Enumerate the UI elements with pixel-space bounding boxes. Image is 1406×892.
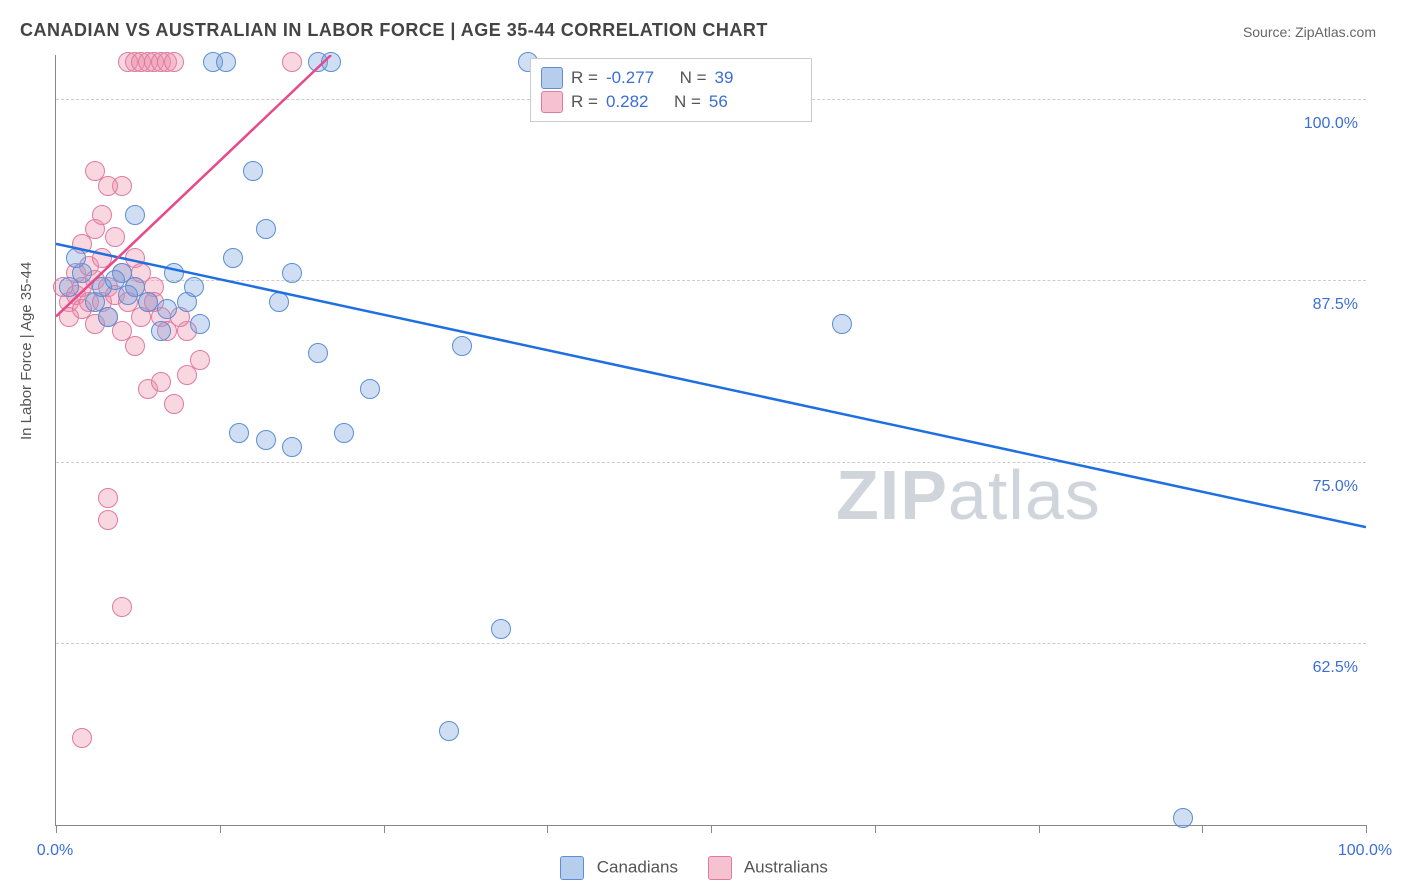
gridline — [56, 462, 1366, 463]
x-tick-label: 0.0% — [37, 842, 73, 860]
r-label: R = — [571, 68, 598, 88]
point-canadian — [98, 307, 118, 327]
watermark: ZIPatlas — [836, 455, 1101, 535]
legend-label-australians: Australians — [744, 857, 828, 876]
point-canadian — [125, 205, 145, 225]
point-canadian — [190, 314, 210, 334]
y-tick-label: 75.0% — [1313, 478, 1358, 496]
swatch-australians-icon — [541, 91, 563, 113]
legend-row-canadians: R = -0.277 N = 39 — [541, 67, 801, 89]
y-axis-label: In Labor Force | Age 35-44 — [18, 262, 35, 440]
y-tick-label: 87.5% — [1313, 296, 1358, 314]
point-canadian — [229, 423, 249, 443]
n-label: N = — [680, 68, 707, 88]
point-canadian — [164, 263, 184, 283]
point-canadian — [256, 219, 276, 239]
point-australian — [164, 52, 184, 72]
y-tick-label: 62.5% — [1313, 659, 1358, 677]
point-canadian — [282, 263, 302, 283]
point-australian — [282, 52, 302, 72]
gridline — [56, 280, 1366, 281]
legend-row-australians: R = 0.282 N = 56 — [541, 91, 801, 113]
x-tick-label: 100.0% — [1338, 842, 1392, 860]
x-tick — [1366, 825, 1367, 833]
legend-label-canadians: Canadians — [597, 857, 678, 876]
point-canadian — [157, 299, 177, 319]
point-canadian — [138, 292, 158, 312]
r-value-australians: 0.282 — [606, 92, 649, 112]
point-australian — [164, 394, 184, 414]
chart-container: CANADIAN VS AUSTRALIAN IN LABOR FORCE | … — [0, 0, 1406, 892]
point-canadian — [452, 336, 472, 356]
source-label: Source: ZipAtlas.com — [1243, 24, 1376, 40]
point-australian — [92, 248, 112, 268]
point-australian — [92, 205, 112, 225]
point-canadian — [282, 437, 302, 457]
x-tick — [1202, 825, 1203, 833]
point-canadian — [1173, 808, 1193, 828]
swatch-canadians-icon — [541, 67, 563, 89]
point-canadian — [66, 248, 86, 268]
legend-item-canadians: Canadians — [560, 856, 678, 880]
x-tick — [875, 825, 876, 833]
point-canadian — [223, 248, 243, 268]
x-tick — [711, 825, 712, 833]
point-canadian — [269, 292, 289, 312]
point-canadian — [832, 314, 852, 334]
x-tick — [220, 825, 221, 833]
point-canadian — [256, 430, 276, 450]
point-australian — [190, 350, 210, 370]
watermark-bold: ZIP — [836, 456, 948, 534]
point-australian — [98, 176, 118, 196]
y-tick-label: 100.0% — [1304, 115, 1358, 133]
r-label: R = — [571, 92, 598, 112]
series-legend: Canadians Australians — [560, 856, 828, 880]
point-australian — [112, 597, 132, 617]
n-label: N = — [674, 92, 701, 112]
point-canadian — [216, 52, 236, 72]
plot-area: ZIPatlas 62.5% 75.0% 87.5% 100.0% — [55, 55, 1366, 826]
n-value-australians: 56 — [709, 92, 728, 112]
point-canadian — [334, 423, 354, 443]
chart-title: CANADIAN VS AUSTRALIAN IN LABOR FORCE | … — [20, 20, 768, 41]
r-value-canadians: -0.277 — [606, 68, 654, 88]
x-tick — [384, 825, 385, 833]
point-canadian — [321, 52, 341, 72]
correlation-legend: R = -0.277 N = 39 R = 0.282 N = 56 — [530, 58, 812, 122]
gridline — [56, 643, 1366, 644]
point-canadian — [118, 285, 138, 305]
point-australian — [125, 336, 145, 356]
x-tick — [1039, 825, 1040, 833]
point-canadian — [439, 721, 459, 741]
point-australian — [151, 372, 171, 392]
legend-item-australians: Australians — [708, 856, 828, 880]
watermark-light: atlas — [948, 456, 1101, 534]
x-tick — [547, 825, 548, 833]
swatch-australians-icon — [708, 856, 732, 880]
n-value-canadians: 39 — [715, 68, 734, 88]
point-australian — [72, 728, 92, 748]
point-canadian — [243, 161, 263, 181]
swatch-canadians-icon — [560, 856, 584, 880]
point-canadian — [308, 343, 328, 363]
point-canadian — [491, 619, 511, 639]
point-canadian — [360, 379, 380, 399]
point-canadian — [151, 321, 171, 341]
point-australian — [105, 227, 125, 247]
point-australian — [98, 488, 118, 508]
point-canadian — [184, 277, 204, 297]
point-australian — [98, 510, 118, 530]
x-tick — [56, 825, 57, 833]
